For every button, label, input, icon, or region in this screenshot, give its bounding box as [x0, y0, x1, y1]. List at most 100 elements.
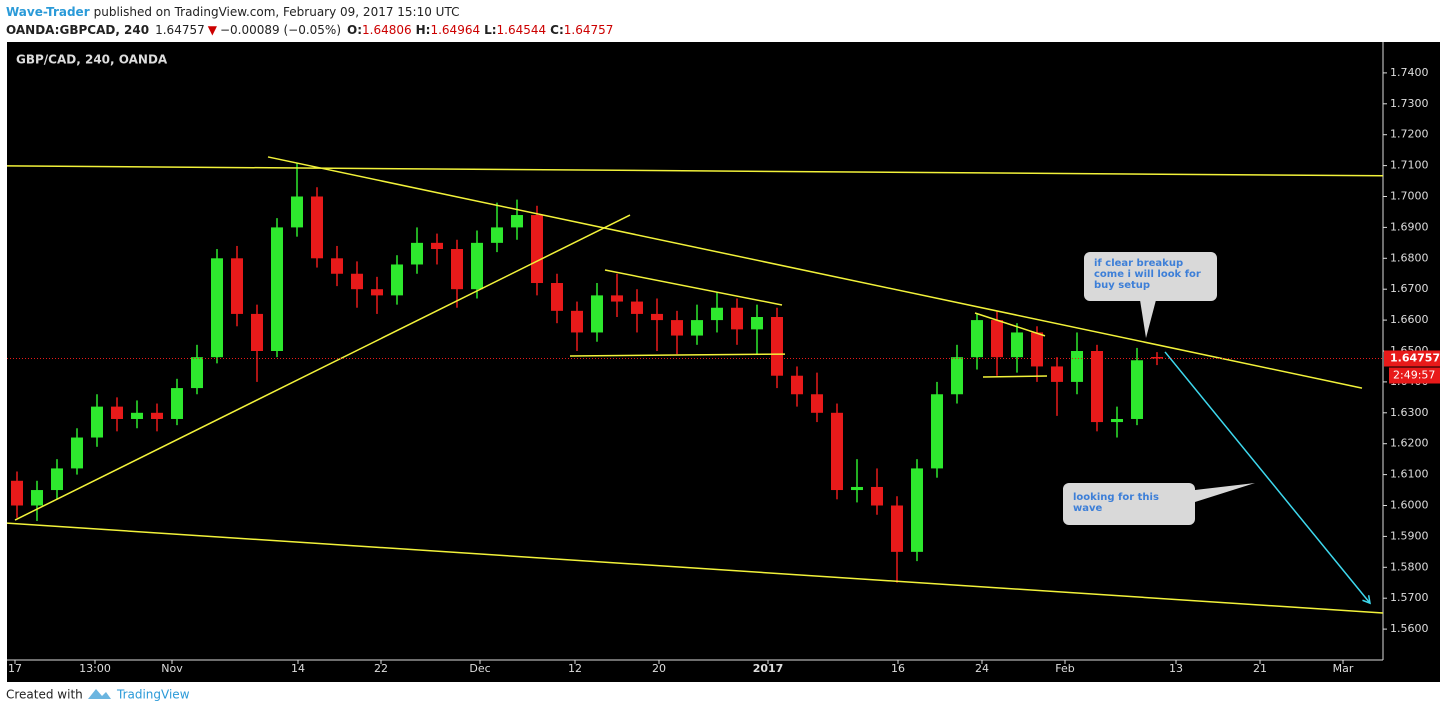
- candle-body: [871, 486, 883, 506]
- candle-body: [711, 307, 723, 321]
- candle-body: [991, 320, 1003, 358]
- projection-arrow: [1164, 351, 1371, 605]
- candle-body: [971, 320, 983, 358]
- candle-body: [411, 242, 423, 265]
- candle-body: [11, 480, 23, 506]
- published: published on TradingView.com, February 0…: [94, 5, 460, 19]
- candle-body: [691, 320, 703, 336]
- candle-body: [431, 242, 443, 250]
- candle-body: [231, 258, 243, 314]
- y-tick-label: 1.6100: [1390, 468, 1429, 481]
- candle-body: [511, 215, 523, 228]
- trend-line: [604, 269, 783, 306]
- x-tick-label: 13: [1169, 662, 1183, 675]
- candle-body: [951, 357, 963, 395]
- candle-body: [571, 310, 583, 333]
- candle-body: [71, 437, 83, 469]
- y-tick-label: 1.7200: [1390, 128, 1429, 141]
- h-label: H:: [416, 23, 431, 37]
- candle-body: [891, 505, 903, 552]
- annotation: looking for this wave: [1073, 492, 1159, 514]
- candle-body: [451, 249, 463, 290]
- candle-body: [1071, 351, 1083, 382]
- trend-line: [6, 165, 1384, 177]
- c-label: C:: [550, 23, 564, 37]
- y-tick-label: 1.7400: [1390, 66, 1429, 79]
- annotation: if clear breakup come i will look for bu…: [1094, 258, 1201, 291]
- candle-body: [791, 375, 803, 395]
- countdown-box: [1389, 367, 1440, 384]
- candle-body: [731, 307, 743, 330]
- author[interactable]: Wave-Trader: [6, 5, 90, 19]
- candle-body: [51, 468, 63, 491]
- candle-body: [151, 412, 163, 419]
- x-tick-label: 22: [374, 662, 388, 675]
- candle-body: [331, 258, 343, 274]
- candle-body: [931, 394, 943, 469]
- y-tick-label: 1.5900: [1390, 529, 1429, 542]
- c-value: 1.64757: [564, 23, 614, 37]
- l-value: 1.64544: [497, 23, 547, 37]
- candle-body: [591, 295, 603, 333]
- price: 1.64757: [155, 23, 205, 37]
- y-tick-label: 1.6200: [1390, 437, 1429, 450]
- y-tick-label: 1.7000: [1390, 190, 1429, 203]
- candle-body: [1091, 351, 1103, 423]
- trend-line: [974, 312, 1046, 337]
- x-tick-label: 12: [568, 662, 582, 675]
- candle-body: [1051, 366, 1063, 382]
- callout-box: looking for this wave: [1063, 483, 1195, 525]
- trend-line: [6, 522, 1384, 614]
- y-tick-label: 1.6800: [1390, 251, 1429, 264]
- y-tick-label: 1.6000: [1390, 499, 1429, 512]
- candle-body: [471, 242, 483, 290]
- change-arrow: ▼: [208, 23, 218, 37]
- brand-logo: [88, 689, 111, 699]
- symbol: OANDA:GBPCAD, 240: [6, 23, 149, 37]
- candle-body: [831, 412, 843, 491]
- chart-background: [7, 42, 1440, 682]
- x-tick-label: 20: [652, 662, 666, 675]
- trend-line: [267, 156, 1363, 389]
- y-tick-label: 1.6600: [1390, 313, 1429, 326]
- candle-body: [391, 264, 403, 296]
- candle-body: [811, 394, 823, 413]
- candle-body: [1011, 332, 1023, 358]
- candle-body: [291, 196, 303, 228]
- x-tick-label: 17: [8, 662, 22, 675]
- candle-body: [251, 313, 263, 351]
- candle-body: [631, 301, 643, 314]
- candle-body: [191, 357, 203, 389]
- last-price-label: 1.64757: [1390, 352, 1440, 365]
- y-tick-label: 1.7300: [1390, 97, 1429, 110]
- candle-body: [1111, 418, 1123, 423]
- footer-brand[interactable]: TradingView: [116, 688, 190, 702]
- trend-line: [982, 375, 1048, 378]
- x-tick-label: 13:00: [79, 662, 111, 675]
- x-tick-label: Dec: [469, 662, 490, 675]
- candle-body: [911, 468, 923, 552]
- candle-body: [311, 196, 323, 259]
- candle-body: [91, 406, 103, 438]
- change: −0.00089 (−0.05%): [220, 23, 341, 37]
- y-tick-label: 1.6300: [1390, 406, 1429, 419]
- candle-body: [271, 227, 283, 351]
- y-tick-label: 1.6900: [1390, 220, 1429, 233]
- x-tick-label: Feb: [1055, 662, 1074, 675]
- x-tick-label: Nov: [161, 662, 183, 675]
- x-tick-label: 16: [891, 662, 905, 675]
- callout-box: if clear breakup come i will look for bu…: [1084, 252, 1217, 301]
- h-value: 1.64964: [430, 23, 480, 37]
- candle-body: [611, 295, 623, 302]
- candle-body: [211, 258, 223, 358]
- o-value: 1.64806: [362, 23, 412, 37]
- candle-body: [31, 490, 43, 506]
- candle-body: [671, 320, 683, 336]
- x-tick-label: 24: [975, 662, 989, 675]
- candle-body: [851, 486, 863, 491]
- y-tick-label: 1.5700: [1390, 591, 1429, 604]
- candle-body: [651, 313, 663, 321]
- x-tick-label: Mar: [1333, 662, 1354, 675]
